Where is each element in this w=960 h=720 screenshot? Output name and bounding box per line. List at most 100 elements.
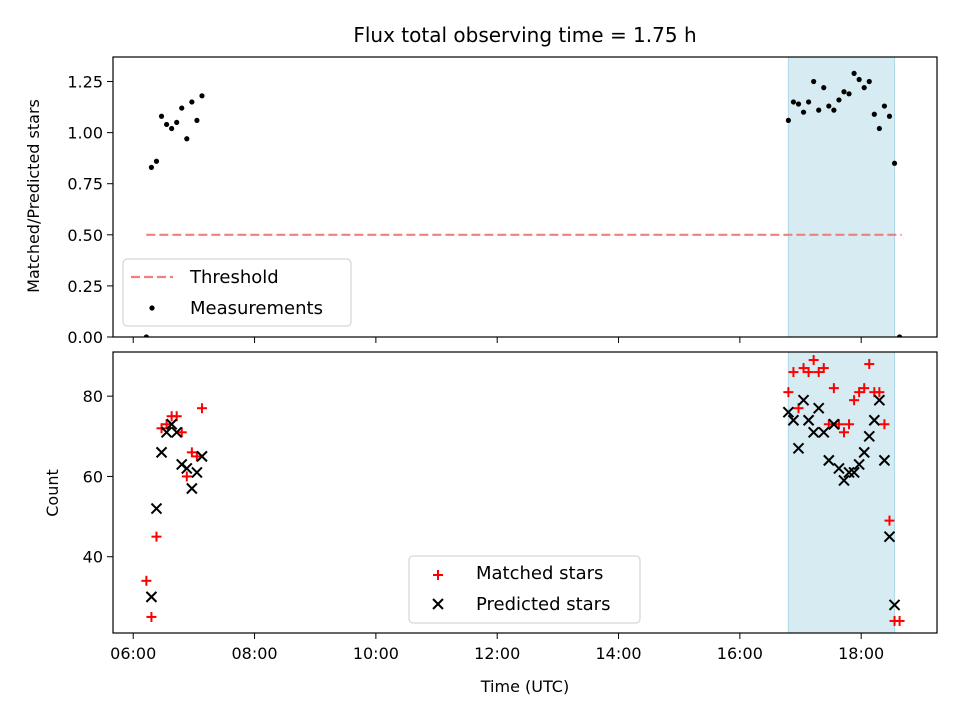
predicted-stars-point xyxy=(863,430,875,443)
predicted-stars-point xyxy=(818,426,830,438)
plot-area xyxy=(141,355,905,626)
matched-stars-point xyxy=(788,367,799,378)
legend-threshold-label: Threshold xyxy=(189,267,279,288)
measurement-point xyxy=(153,158,160,164)
predicted-stars-point xyxy=(787,414,800,426)
plot-area xyxy=(143,70,903,337)
measurement-point xyxy=(851,70,857,76)
predicted-stars-point xyxy=(186,482,198,495)
legend-box xyxy=(122,258,352,327)
y-tick-label: 1.00 xyxy=(67,124,103,143)
matched-stars-point xyxy=(813,367,824,378)
x-tick-label: 12:00 xyxy=(474,644,520,663)
predicted-stars-point xyxy=(813,402,825,414)
flux-ratio-panel: 0.00 0.25 0.50 0.75 1.00 1.25 Threshold Measure… xyxy=(67,56,938,347)
measurement-point xyxy=(881,103,888,109)
x-tick-label: 18:00 xyxy=(838,644,884,663)
predicted-stars-point xyxy=(797,394,810,406)
predicted-stars-point xyxy=(792,442,805,455)
predicted-stars-point xyxy=(196,450,208,463)
legend-measurements-swatch xyxy=(149,305,155,311)
measurement-point xyxy=(816,107,822,113)
legend-matched-label: Matched stars xyxy=(476,563,603,584)
x-tick-label: 06:00 xyxy=(110,644,156,663)
measurement-point xyxy=(785,117,791,123)
measurement-point xyxy=(800,109,807,115)
matched-stars-point xyxy=(833,419,844,430)
predicted-stars-point xyxy=(833,462,845,475)
matched-stars-point xyxy=(161,419,172,430)
predicted-stars-point xyxy=(873,394,886,406)
y-tick-label: 0.00 xyxy=(67,328,103,347)
measurement-point xyxy=(174,119,180,126)
x-tick-label: 14:00 xyxy=(595,644,641,663)
measurement-point xyxy=(886,113,893,119)
measurement-point xyxy=(790,99,797,105)
matched-stars-point xyxy=(176,427,187,438)
matched-stars-point xyxy=(798,363,809,374)
predicted-stars-point xyxy=(802,414,815,426)
star-count-panel: 40 60 80 06:00 08:00 10:00 12:00 14:00 16:00 18:0… xyxy=(83,351,938,663)
measurement-point xyxy=(866,78,872,85)
measurement-point xyxy=(148,164,155,170)
measurement-point xyxy=(836,97,842,103)
x-tick-label: 16:00 xyxy=(717,644,763,663)
observing-window xyxy=(788,57,895,337)
matched-stars-point xyxy=(854,387,865,398)
matched-stars-point xyxy=(803,367,814,378)
predicted-stars-point xyxy=(828,418,840,430)
predicted-stars-point xyxy=(165,418,178,430)
measurement-point xyxy=(158,113,165,119)
axes-frame xyxy=(112,351,938,634)
predicted-stars-point xyxy=(191,466,203,479)
predicted-stars-point xyxy=(155,446,168,459)
measurement-point xyxy=(143,334,149,337)
axes-frame xyxy=(112,56,938,338)
measurement-point xyxy=(179,105,185,111)
measurement-point xyxy=(871,111,877,117)
measurement-point xyxy=(856,76,862,83)
predicted-stars-point xyxy=(150,502,163,515)
predicted-stars-point xyxy=(868,414,881,426)
matched-stars-point xyxy=(864,359,875,370)
legend-matched-swatch xyxy=(433,570,443,580)
x-tick-label: 08:00 xyxy=(231,644,277,663)
measurement-point xyxy=(861,85,867,91)
measurement-point xyxy=(891,160,898,166)
predicted-stars-point xyxy=(160,426,173,438)
matched-stars-point xyxy=(146,611,157,622)
measurement-point xyxy=(189,99,195,105)
measurement-point xyxy=(831,107,837,113)
y-tick-label: 0.25 xyxy=(67,277,103,296)
matched-stars-point xyxy=(874,387,885,398)
measurement-point xyxy=(826,103,832,109)
measurement-point xyxy=(821,85,827,91)
bottom-y-axis-label: Count xyxy=(43,469,62,517)
predicted-stars-point xyxy=(848,466,860,479)
predicted-stars-point xyxy=(858,446,870,459)
y-tick-label: 0.50 xyxy=(67,226,103,245)
measurement-point xyxy=(795,101,802,107)
predicted-stars-point xyxy=(843,466,855,479)
y-tick-label: 60 xyxy=(83,467,103,486)
measurement-point xyxy=(876,125,882,132)
predicted-stars-point xyxy=(170,426,183,438)
x-tick-label: 10:00 xyxy=(353,644,399,663)
matched-stars-point xyxy=(884,515,895,526)
predicted-stars-point xyxy=(145,591,158,603)
matched-stars-point xyxy=(196,403,207,414)
predicted-stars-point xyxy=(878,454,891,467)
x-axis-label: Time (UTC) xyxy=(480,677,569,696)
matched-stars-point xyxy=(844,419,855,430)
measurement-point xyxy=(805,99,812,105)
legend-box xyxy=(408,555,641,624)
measurement-point xyxy=(846,91,852,97)
matched-stars-point xyxy=(879,419,890,430)
top-y-axis-label: Matched/Predicted stars xyxy=(24,99,43,293)
measurement-point xyxy=(199,93,205,99)
y-tick-label: 80 xyxy=(83,387,103,406)
matched-stars-point xyxy=(808,355,819,366)
predicted-stars-point xyxy=(181,462,193,475)
matched-stars-point xyxy=(181,471,192,482)
